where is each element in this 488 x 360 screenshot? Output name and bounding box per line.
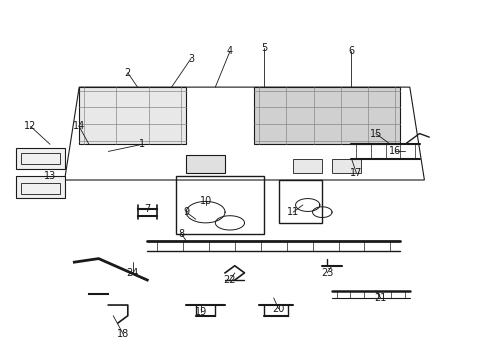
Polygon shape	[254, 87, 399, 144]
Bar	[16, 148, 64, 169]
Text: 10: 10	[199, 197, 211, 206]
Text: 9: 9	[183, 207, 189, 217]
Text: 18: 18	[117, 329, 129, 339]
Text: 16: 16	[388, 147, 401, 157]
Text: 11: 11	[286, 207, 299, 217]
Text: 22: 22	[223, 275, 236, 285]
Text: 21: 21	[374, 293, 386, 303]
Text: 23: 23	[320, 268, 333, 278]
Text: 12: 12	[24, 121, 37, 131]
Text: 6: 6	[347, 46, 354, 57]
Polygon shape	[79, 87, 186, 144]
Bar	[292, 158, 322, 173]
Text: 4: 4	[226, 46, 232, 57]
Text: 14: 14	[73, 121, 85, 131]
Text: 24: 24	[126, 268, 139, 278]
Text: 3: 3	[187, 54, 194, 64]
Text: 20: 20	[272, 303, 284, 314]
Text: 8: 8	[178, 229, 184, 239]
Text: 15: 15	[369, 129, 381, 139]
Text: 13: 13	[44, 171, 56, 181]
Text: 7: 7	[144, 203, 150, 213]
Bar	[16, 176, 64, 198]
Text: 2: 2	[124, 68, 131, 78]
Bar	[331, 158, 361, 173]
Text: 17: 17	[349, 168, 362, 178]
Bar	[186, 155, 224, 173]
Bar	[278, 180, 322, 223]
Text: 19: 19	[194, 307, 206, 317]
Bar	[21, 153, 60, 164]
Bar	[176, 176, 264, 234]
Text: 5: 5	[260, 43, 266, 53]
Text: 1: 1	[139, 139, 145, 149]
Bar	[21, 183, 60, 194]
